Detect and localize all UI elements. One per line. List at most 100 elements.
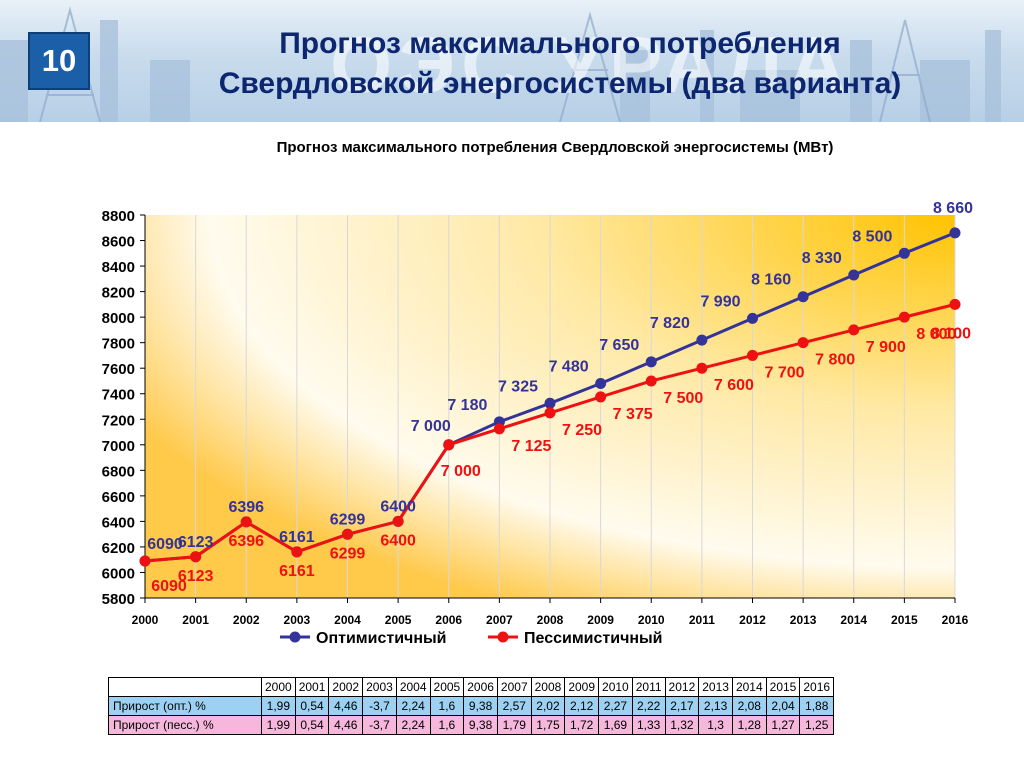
series-optimistic-data-label: 7 990 — [700, 293, 740, 310]
x-tick-label: 2010 — [638, 613, 665, 627]
series-pessimistic-point — [797, 337, 809, 349]
y-tick-label: 7000 — [102, 438, 135, 455]
series-pessimistic-data-label: 7 250 — [562, 422, 602, 439]
table-year-cell: 2005 — [429, 677, 465, 697]
series-pessimistic-data-label: 7 125 — [511, 438, 551, 455]
table-value-cell: 1,72 — [564, 715, 600, 735]
table-value-cell: 1,99 — [261, 715, 296, 735]
series-optimistic-point — [797, 291, 809, 303]
series-optimistic-data-label: 7 180 — [447, 397, 487, 414]
y-tick-label: 7400 — [102, 387, 135, 404]
table-year-cell: 2016 — [799, 677, 835, 697]
table-row-label: Прирост (опт.) % — [108, 696, 262, 716]
table-value-cell: 2,17 — [664, 696, 700, 716]
series-pessimistic-point — [645, 375, 657, 387]
y-tick-label: 6000 — [102, 565, 135, 582]
x-tick-label: 2009 — [587, 613, 614, 627]
table-year-cell: 2001 — [294, 677, 330, 697]
table-value-cell: 1,25 — [799, 715, 835, 735]
series-optimistic-data-label: 6161 — [279, 529, 315, 546]
series-pessimistic-point — [139, 555, 151, 567]
y-tick-label: 6400 — [102, 514, 135, 531]
table-value-cell: 9,38 — [463, 715, 498, 735]
series-optimistic-point — [747, 312, 758, 324]
y-tick-label: 6800 — [102, 463, 135, 480]
table-value-cell: 2,27 — [598, 696, 633, 716]
series-pessimistic-point — [240, 516, 252, 528]
table-year-cell: 2003 — [362, 677, 397, 697]
table-value-cell: 2,24 — [395, 715, 431, 735]
table-year-cell: 2006 — [463, 677, 498, 697]
table-year-cell: 2007 — [496, 677, 532, 697]
x-tick-label: 2014 — [840, 613, 867, 627]
line-chart: 5800 6000 6200 6400 6600 6800 7000 7200 7400 7600… — [102, 200, 973, 647]
table-value-cell: -3,7 — [362, 696, 397, 716]
y-tick-label: 5800 — [102, 591, 135, 608]
series-optimistic-data-label: 6090 — [147, 536, 183, 553]
series-optimistic-point — [848, 269, 860, 281]
table-value-cell: 1,79 — [496, 715, 532, 735]
series-pessimistic-point — [291, 546, 303, 558]
table-header-row: 2000 2001 2002 2003 2004 2005 2006 2007 2008 2009… — [108, 677, 835, 697]
table-value-cell: 4,46 — [328, 715, 364, 735]
slide-number: 10 — [28, 32, 90, 90]
series-optimistic-data-label: 6123 — [178, 534, 214, 551]
y-tick-label: 8200 — [102, 285, 135, 302]
series-optimistic-point — [595, 378, 607, 390]
table-value-cell: 2,24 — [395, 696, 431, 716]
series-pessimistic-point — [190, 551, 202, 563]
series-optimistic-point — [949, 227, 961, 239]
series-optimistic-data-label: 6396 — [228, 499, 264, 516]
x-tick-label: 2013 — [790, 613, 817, 627]
table-value-cell: 0,54 — [294, 696, 330, 716]
table-year-cell: 2015 — [765, 677, 801, 697]
x-tick-label: 2016 — [942, 613, 969, 627]
series-optimistic-data-label: 8 160 — [751, 272, 791, 289]
table-value-cell: 1,6 — [429, 696, 465, 716]
x-tick-label: 2001 — [182, 613, 209, 627]
table-row: Прирост (опт.) % 1,99 0,54 4,46 -3,7 2,24 1,6 9… — [108, 696, 835, 716]
series-pessimistic-point — [443, 439, 455, 451]
slide-title-line1: Прогноз максимального потребления — [279, 27, 841, 60]
y-tick-label: 8000 — [102, 310, 135, 327]
table-row-label: Прирост (песс.) % — [108, 715, 262, 735]
series-optimistic-data-label: 7 480 — [549, 359, 589, 376]
table-value-cell: 2,12 — [564, 696, 600, 716]
table-value-cell: 0,54 — [294, 715, 330, 735]
series-pessimistic-data-label: 6396 — [228, 533, 264, 550]
table-year-cell: 2013 — [698, 677, 733, 697]
series-pessimistic-data-label: 6299 — [330, 545, 366, 562]
table-value-cell: 1,69 — [598, 715, 633, 735]
slide-title: Прогноз максимального потребления Свердл… — [130, 24, 990, 104]
table-corner-cell — [108, 677, 262, 697]
growth-table: 2000 2001 2002 2003 2004 2005 2006 2007 2008 2009… — [108, 677, 835, 735]
table-value-cell: 2,57 — [496, 696, 532, 716]
series-pessimistic-data-label: 7 000 — [441, 463, 481, 480]
table-value-cell: 1,3 — [698, 715, 733, 735]
table-row: Прирост (песс.) % 1,99 0,54 4,46 -3,7 2,24 1,6… — [108, 715, 835, 735]
table-value-cell: 1,88 — [799, 696, 835, 716]
y-tick-label: 7200 — [102, 412, 135, 429]
series-optimistic-point — [645, 356, 657, 368]
series-optimistic-data-label: 7 820 — [650, 315, 690, 332]
y-tick-label: 6600 — [102, 489, 135, 506]
x-tick-label: 2006 — [435, 613, 462, 627]
table-value-cell: 1,99 — [261, 696, 296, 716]
series-pessimistic-point — [392, 515, 404, 527]
series-pessimistic-data-label: 6161 — [279, 563, 315, 580]
series-pessimistic-data-label: 7 900 — [866, 339, 906, 356]
table-value-cell: 9,38 — [463, 696, 498, 716]
x-tick-label: 2004 — [334, 613, 361, 627]
table-value-cell: 1,6 — [429, 715, 465, 735]
table-value-cell: 1,28 — [731, 715, 767, 735]
x-tick-label: 2015 — [891, 613, 918, 627]
series-pessimistic-data-label: 7 375 — [613, 406, 653, 423]
x-tick-label: 2007 — [486, 613, 513, 627]
x-tick-label: 2012 — [739, 613, 766, 627]
y-tick-label: 7600 — [102, 361, 135, 378]
table-year-cell: 2012 — [664, 677, 700, 697]
series-pessimistic-point — [898, 311, 910, 323]
series-optimistic-data-label: 7 000 — [411, 418, 451, 435]
series-pessimistic-data-label: 8 000 — [916, 326, 956, 343]
x-tick-label: 2005 — [385, 613, 412, 627]
